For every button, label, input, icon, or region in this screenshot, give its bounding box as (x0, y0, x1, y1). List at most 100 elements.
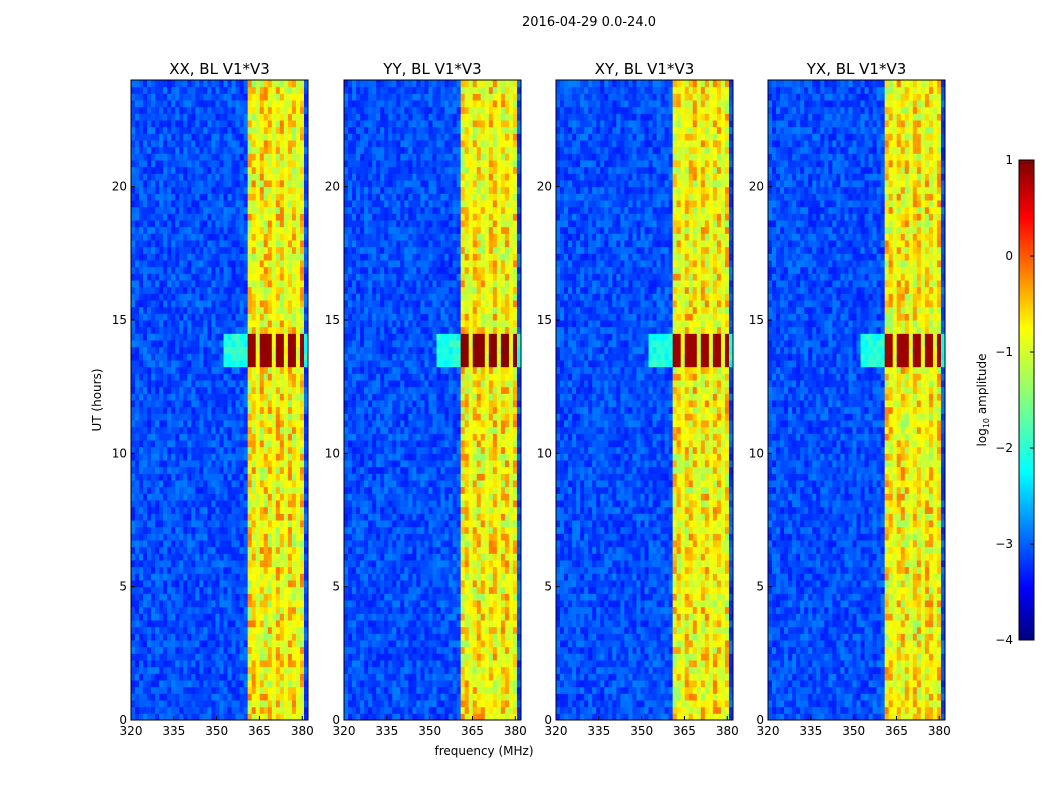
heatmap-cell (255, 366, 261, 374)
heatmap-cell (243, 500, 249, 508)
heatmap-cell (171, 500, 176, 508)
heatmap-cell (303, 393, 309, 401)
heatmap-cell (452, 653, 458, 661)
heatmap-cell (400, 680, 405, 688)
heatmap-cell (440, 633, 446, 641)
heatmap-cell (303, 180, 309, 188)
heatmap-cell (267, 520, 273, 528)
heatmap-cell (159, 106, 164, 114)
heatmap-cell (303, 533, 309, 541)
heatmap-cell (159, 686, 164, 694)
heatmap-cell (263, 313, 269, 321)
heatmap-cell (360, 633, 365, 641)
heatmap-cell (215, 706, 220, 714)
heatmap-cell (488, 686, 494, 694)
heatmap-cell (283, 173, 289, 181)
heatmap-cell (187, 700, 192, 708)
heatmap-cell (143, 546, 148, 554)
heatmap-cell (187, 520, 192, 528)
heatmap-cell (235, 546, 241, 554)
heatmap-cell (131, 120, 136, 128)
heatmap-cell (203, 413, 208, 421)
heatmap-cell (295, 573, 301, 581)
heatmap-cell (215, 593, 220, 601)
heatmap-cell (251, 546, 257, 554)
heatmap-cell (187, 680, 192, 688)
heatmap-cell (207, 646, 212, 654)
heatmap-cell (480, 633, 486, 641)
heatmap-cell (191, 266, 196, 274)
heatmap-cell (167, 213, 172, 221)
heatmap-cell (203, 486, 208, 494)
heatmap-cell (231, 640, 237, 648)
heatmap-cell (151, 513, 156, 521)
heatmap-cell (291, 480, 297, 488)
heatmap-cell (219, 666, 225, 674)
heatmap-cell (247, 660, 253, 668)
heatmap-cell (147, 233, 152, 241)
heatmap-cell (151, 260, 156, 268)
heatmap-cell (191, 240, 196, 248)
heatmap-cell (291, 493, 297, 501)
heatmap-cell (159, 246, 164, 254)
heatmap-cell (223, 146, 229, 154)
heatmap-cell (279, 393, 285, 401)
heatmap-cell (512, 673, 518, 681)
heatmap-cell (255, 286, 261, 294)
heatmap-cell (239, 346, 245, 354)
heatmap-cell (191, 386, 196, 394)
heatmap-cell (255, 580, 261, 588)
heatmap-cell (247, 260, 253, 268)
heatmap-cell (167, 233, 172, 241)
heatmap-cell (227, 640, 233, 648)
heatmap-cell (227, 646, 233, 654)
heatmap-cell (372, 620, 377, 628)
heatmap-cell (348, 660, 353, 668)
heatmap-cell (195, 686, 200, 694)
heatmap-cell (139, 633, 144, 641)
heatmap-cell (203, 673, 208, 681)
heatmap-cell (508, 686, 514, 694)
heatmap-cell (171, 506, 176, 514)
heatmap-cell (227, 353, 233, 361)
heatmap-cell (155, 440, 160, 448)
heatmap-cell (279, 460, 285, 468)
heatmap-cell (364, 626, 369, 634)
heatmap-cell (155, 613, 160, 621)
heatmap-cell (243, 113, 249, 121)
heatmap-cell (303, 633, 309, 641)
heatmap-cell (191, 526, 196, 534)
heatmap-cell (303, 193, 309, 201)
heatmap-cell (167, 266, 172, 274)
heatmap-cell (235, 486, 241, 494)
heatmap-cell (171, 226, 176, 234)
heatmap-cell (227, 246, 233, 254)
heatmap-cell (167, 673, 172, 681)
heatmap-cell (131, 713, 136, 721)
heatmap-cell (171, 340, 176, 348)
heatmap-cell (468, 686, 474, 694)
heatmap-cell (199, 266, 204, 274)
heatmap-cell (183, 553, 188, 561)
heatmap-cell (267, 113, 273, 121)
heatmap-cell (183, 286, 188, 294)
heatmap-cell (199, 600, 204, 608)
heatmap-cell (179, 380, 184, 388)
heatmap-cell (303, 486, 309, 494)
heatmap-cell (376, 713, 381, 721)
heatmap-cell (151, 213, 156, 221)
heatmap-cell (179, 153, 184, 161)
heatmap-cell (456, 693, 462, 701)
heatmap-cell (183, 240, 188, 248)
heatmap-cell (287, 186, 293, 194)
heatmap-cell (199, 420, 204, 428)
heatmap-cell (420, 713, 425, 721)
heatmap-cell (303, 366, 309, 374)
heatmap-cell (279, 400, 285, 408)
heatmap-cell (167, 573, 172, 581)
heatmap-cell (251, 280, 257, 288)
heatmap-cell (147, 420, 152, 428)
heatmap-cell (135, 640, 140, 648)
heatmap-cell (199, 513, 204, 521)
heatmap-cell (440, 693, 446, 701)
